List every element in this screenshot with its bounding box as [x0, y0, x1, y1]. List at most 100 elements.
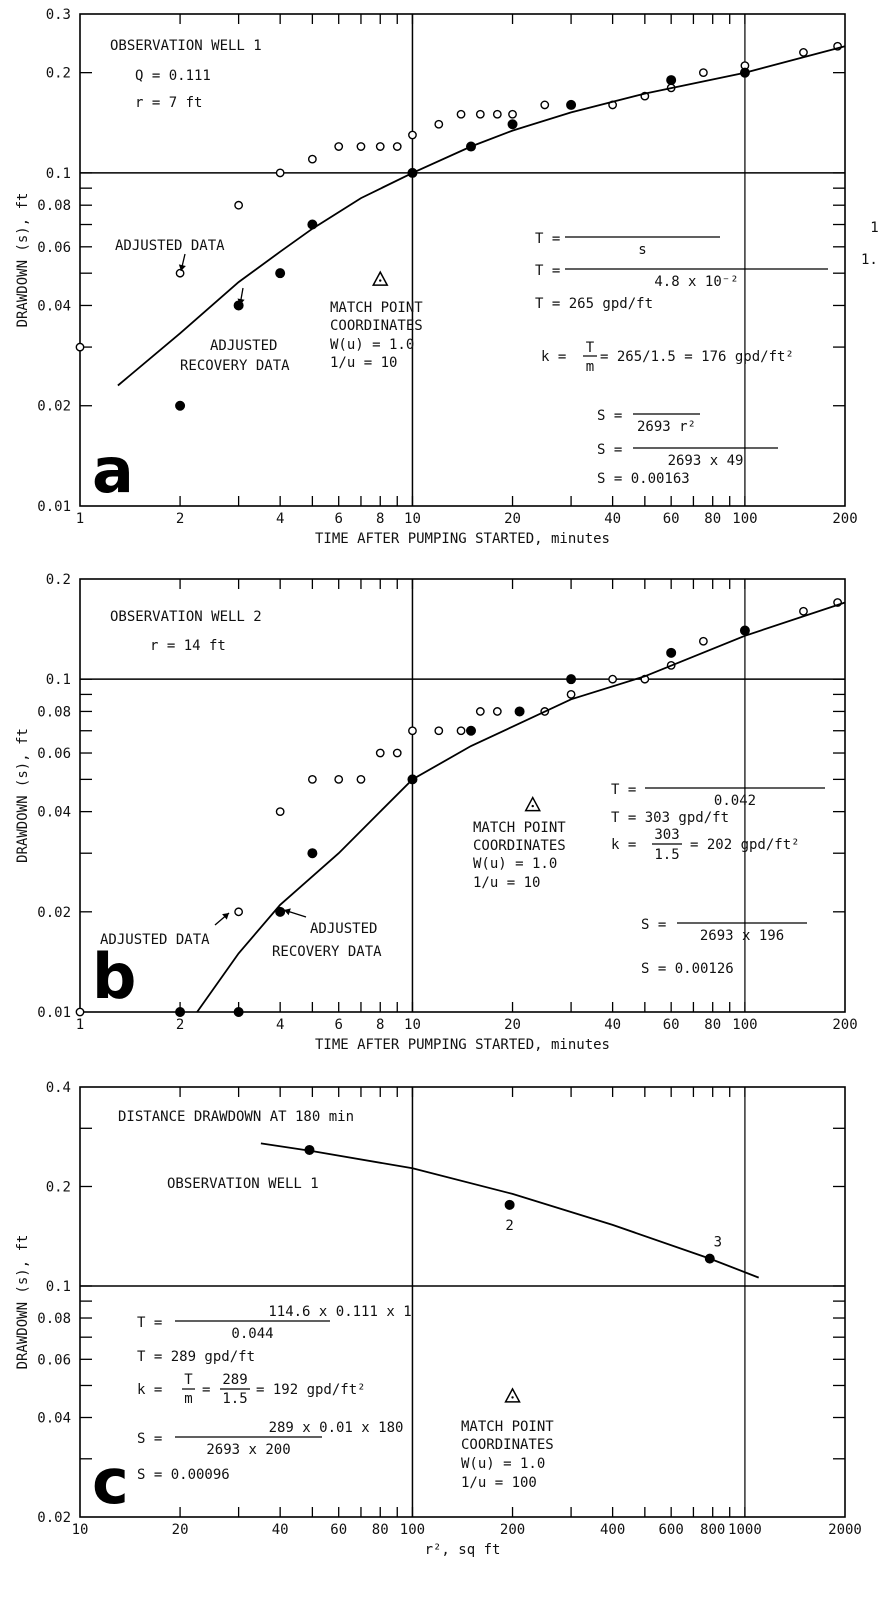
x-tick-label: 40	[272, 1522, 289, 1538]
y-tick-label: 0.04	[37, 298, 71, 314]
data-point-open	[375, 142, 385, 151]
annotation-eq3: T = 265 gpd/ft	[535, 296, 653, 312]
x-axis-title: TIME AFTER PUMPING STARTED, minutes	[315, 1037, 610, 1053]
data-point-filled	[666, 647, 677, 658]
x-tick-label: 80	[704, 1017, 721, 1033]
plot-frame	[79, 1086, 846, 1518]
data-point-open	[75, 1007, 85, 1017]
data-point-filled	[514, 706, 525, 717]
x-tick-label: 20	[504, 511, 521, 527]
data-point-open	[275, 807, 285, 817]
match-point-marker	[524, 795, 541, 812]
data-point-filled	[666, 75, 677, 86]
data-point-filled	[275, 906, 286, 917]
y-tick-label: 0.06	[37, 746, 71, 762]
panel-letter: a	[92, 434, 134, 507]
x-tick-label: 6	[334, 1017, 342, 1033]
data-point-open	[799, 606, 808, 616]
equation-numerator: 1.146 x 10² x 1.11 x 10⁻¹x 1	[861, 252, 879, 268]
equation-numerator: 114.6 x 0.111 x 1	[268, 1304, 411, 1320]
y-tick-label: 0.02	[37, 905, 71, 921]
data-point-open	[698, 68, 708, 78]
annotation-match-1: MATCH POINT	[330, 300, 423, 316]
x-tick-label: 1000	[728, 1522, 762, 1538]
annotation-match-4: 1/u = 100	[461, 1475, 537, 1491]
annotation-title: DISTANCE DRAWDOWN AT 180 min	[118, 1109, 354, 1125]
type-curve	[196, 601, 846, 1013]
y-tick-label: 0.02	[37, 1510, 71, 1526]
annotation-q: Q = 0.111	[135, 68, 211, 84]
x-tick-label: 2000	[828, 1522, 862, 1538]
chart-panel-c: 10 20 40 60 80 100 200 400 600 800 1000 2000 0.02 0.0…	[15, 1080, 862, 1558]
x-tick-label: 800	[700, 1522, 725, 1538]
equation-numerator: 289 x 0.01 x 180	[269, 1420, 404, 1436]
data-point-open	[492, 707, 502, 716]
x-tick-label: 200	[832, 511, 857, 527]
y-tick-label: 0.2	[46, 1179, 71, 1195]
annotation-adj-rec-1: ADJUSTED	[210, 338, 277, 354]
data-point-filled	[566, 674, 577, 685]
x-tick-label: 20	[504, 1017, 521, 1033]
data-point-open	[456, 726, 466, 736]
equation-lhs: S =	[137, 1431, 162, 1447]
panel-letter: b	[92, 940, 136, 1013]
equation-rhs: = 265/1.5 = 176 gpd/ft²	[600, 349, 794, 365]
annotation-eq5: S = 0.00126	[641, 961, 734, 977]
data-point-open	[508, 109, 517, 119]
equation-lhs: k =	[611, 837, 636, 853]
annotation-arrowhead	[284, 908, 291, 916]
x-tick-label: 20	[172, 1522, 189, 1538]
data-point-open	[492, 109, 502, 119]
x-tick-label: 600	[659, 1522, 684, 1538]
x-tick-label: 200	[500, 1522, 525, 1538]
annotation-match-2: COORDINATES	[330, 318, 423, 334]
x-tick-label: 2	[176, 1017, 184, 1033]
equation-rhs: = 192 gpd/ft²	[256, 1382, 366, 1398]
data-point-open	[375, 748, 385, 758]
y-axis-title: DRAWDOWN (s), ft	[15, 728, 31, 863]
plot-frame	[79, 578, 846, 1013]
annotation-arrowhead	[178, 264, 186, 271]
equation-denominator: 0.044	[231, 1326, 273, 1342]
annotation-adj-rec-1: ADJUSTED	[310, 921, 377, 937]
annotation-match-3: W(u) = 1.0	[473, 856, 557, 872]
equation-denominator: 1.5	[654, 847, 679, 863]
annotation-well: OBSERVATION WELL 2	[110, 609, 262, 625]
equation-denominator: m	[586, 359, 594, 375]
y-tick-label: 0.06	[37, 240, 71, 256]
x-tick-label: 1	[76, 511, 84, 527]
match-point-marker	[504, 1387, 521, 1403]
y-tick-label: 0.08	[37, 704, 71, 720]
annotation-match-2: COORDINATES	[461, 1437, 554, 1453]
data-point-open	[75, 342, 85, 352]
data-point-open	[334, 142, 344, 151]
x-tick-label: 60	[330, 1522, 347, 1538]
equation-lhs: S =	[597, 408, 622, 424]
y-tick-label: 0.2	[46, 66, 71, 82]
y-tick-label: 0.1	[46, 1279, 71, 1295]
data-point-open	[307, 774, 317, 784]
annotation-match-1: MATCH POINT	[473, 820, 566, 836]
y-tick-label: 0.06	[37, 1352, 71, 1368]
type-curve	[117, 45, 846, 387]
data-point-open	[356, 142, 366, 151]
x-tick-label: 1	[76, 1017, 84, 1033]
data-point-filled	[233, 1007, 244, 1018]
annotation-arrowhead	[222, 913, 229, 920]
x-tick-label: 6	[334, 511, 342, 527]
equation-numerator: T	[586, 340, 595, 356]
y-tick-label: 0.4	[46, 1080, 71, 1096]
x-axis-title: TIME AFTER PUMPING STARTED, minutes	[315, 531, 610, 547]
y-tick-label: 0.1	[46, 166, 71, 182]
equation-numerator: T	[184, 1372, 193, 1388]
data-point-open	[540, 100, 550, 110]
equation-denominator: s	[638, 242, 646, 258]
data-point-open	[608, 674, 618, 684]
equation-lhs: k =	[541, 349, 566, 365]
equation-denominator: 2693 x 200	[206, 1442, 290, 1458]
data-point-filled	[507, 119, 518, 130]
data-point-open	[392, 748, 402, 758]
data-point-open	[456, 109, 466, 119]
x-tick-label: 100	[732, 511, 757, 527]
